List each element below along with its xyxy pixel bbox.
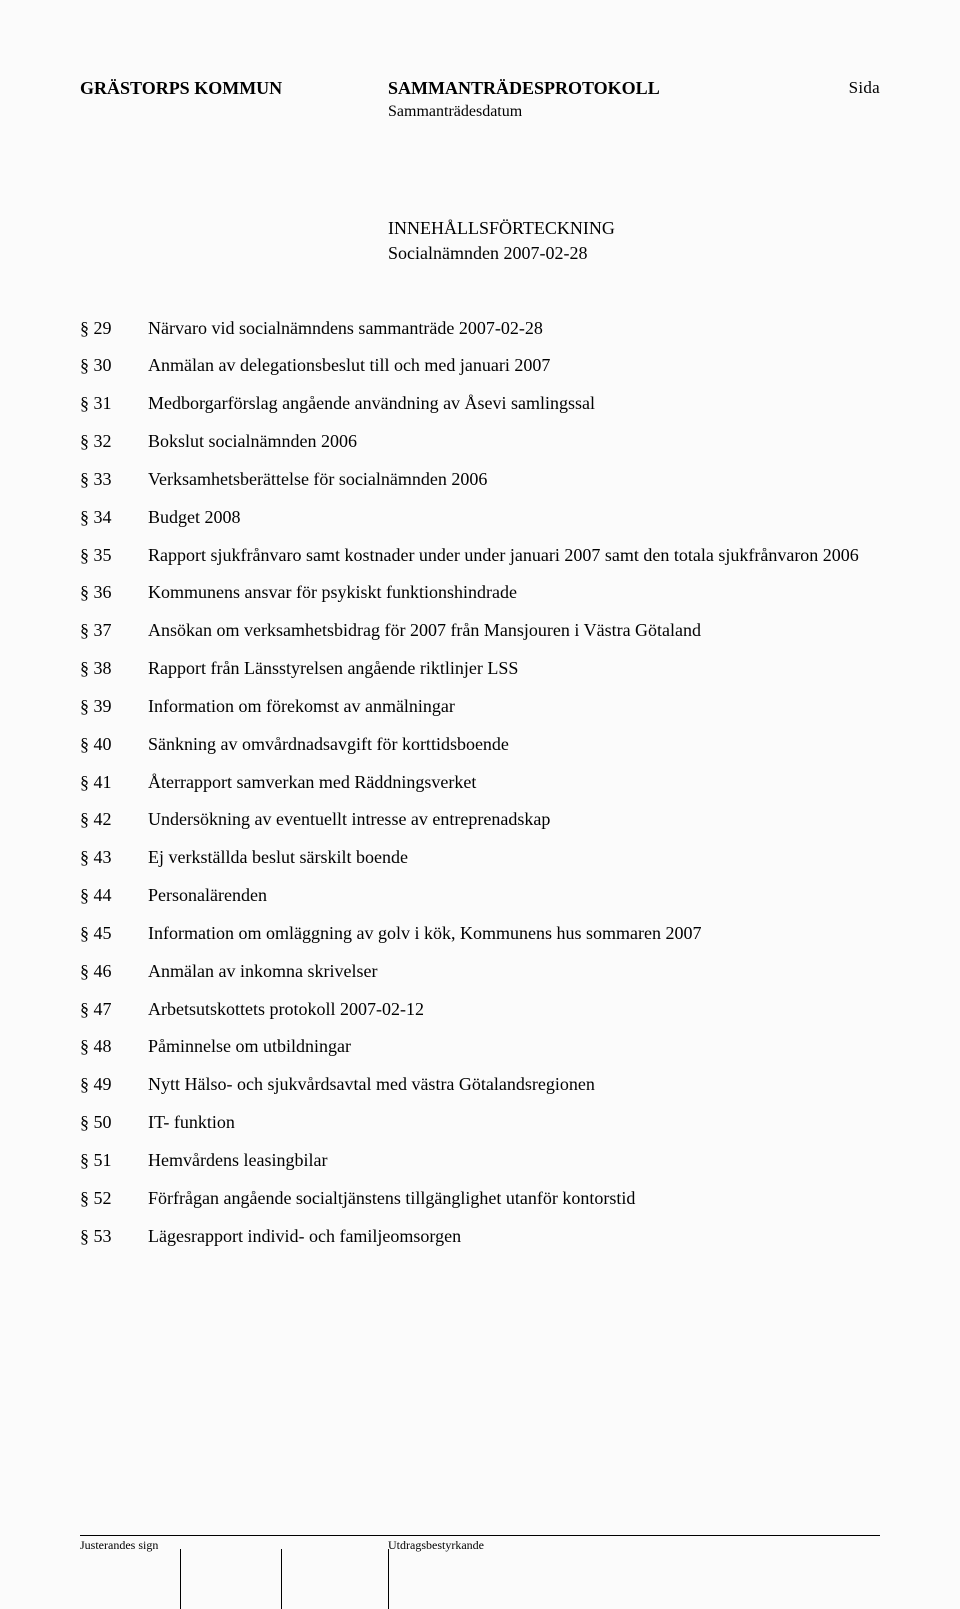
toc-item: § 46Anmälan av inkomna skrivelser: [80, 959, 880, 984]
toc-item: § 47Arbetsutskottets protokoll 2007-02-1…: [80, 997, 880, 1022]
toc-item: § 32Bokslut socialnämnden 2006: [80, 429, 880, 454]
footer-vline: [388, 1549, 389, 1609]
toc-item: § 48Påminnelse om utbildningar: [80, 1034, 880, 1059]
item-number: § 42: [80, 807, 148, 832]
item-text: Bokslut socialnämnden 2006: [148, 429, 880, 454]
header-center: SAMMANTRÄDESPROTOKOLL Sammanträdesdatum: [388, 78, 849, 121]
toc-item: § 52Förfrågan angående socialtjänstens t…: [80, 1186, 880, 1211]
item-text: Påminnelse om utbildningar: [148, 1034, 880, 1059]
item-number: § 48: [80, 1034, 148, 1059]
item-number: § 41: [80, 770, 148, 795]
item-text: Återrapport samverkan med Räddningsverke…: [148, 770, 880, 795]
item-text: Ej verkställda beslut särskilt boende: [148, 845, 880, 870]
toc-item: § 33Verksamhetsberättelse för socialnämn…: [80, 467, 880, 492]
toc-item: § 34Budget 2008: [80, 505, 880, 530]
toc-item: § 53Lägesrapport individ- och familjeoms…: [80, 1224, 880, 1249]
item-number: § 37: [80, 618, 148, 643]
item-text: Anmälan av inkomna skrivelser: [148, 959, 880, 984]
header-org: GRÄSTORPS KOMMUN: [80, 78, 388, 99]
item-text: Ansökan om verksamhetsbidrag för 2007 fr…: [148, 618, 880, 643]
toc-item: § 36Kommunens ansvar för psykiskt funkti…: [80, 580, 880, 605]
item-text: Anmälan av delegationsbeslut till och me…: [148, 353, 880, 378]
item-number: § 43: [80, 845, 148, 870]
toc-item: § 38Rapport från Länsstyrelsen angående …: [80, 656, 880, 681]
page-header: GRÄSTORPS KOMMUN SAMMANTRÄDESPROTOKOLL S…: [80, 78, 880, 121]
toc-item: § 44Personalärenden: [80, 883, 880, 908]
toc-item: § 39Information om förekomst av anmälnin…: [80, 694, 880, 719]
item-text: Lägesrapport individ- och familjeomsorge…: [148, 1224, 880, 1249]
item-text: Verksamhetsberättelse för socialnämnden …: [148, 467, 880, 492]
toc-item: § 31Medborgarförslag angående användning…: [80, 391, 880, 416]
item-number: § 40: [80, 732, 148, 757]
header-title: SAMMANTRÄDESPROTOKOLL: [388, 78, 849, 99]
toc-item: § 42Undersökning av eventuellt intresse …: [80, 807, 880, 832]
toc-item: § 49Nytt Hälso- och sjukvårdsavtal med v…: [80, 1072, 880, 1097]
item-text: Personalärenden: [148, 883, 880, 908]
item-number: § 29: [80, 316, 148, 341]
toc-item: § 41Återrapport samverkan med Räddningsv…: [80, 770, 880, 795]
item-number: § 53: [80, 1224, 148, 1249]
item-number: § 51: [80, 1148, 148, 1173]
item-number: § 50: [80, 1110, 148, 1135]
item-text: IT- funktion: [148, 1110, 880, 1135]
item-text: Rapport från Länsstyrelsen angående rikt…: [148, 656, 880, 681]
toc-item: § 43Ej verkställda beslut särskilt boend…: [80, 845, 880, 870]
toc-item: § 29Närvaro vid socialnämndens sammanträ…: [80, 316, 880, 341]
item-text: Hemvårdens leasingbilar: [148, 1148, 880, 1173]
item-text: Kommunens ansvar för psykiskt funktionsh…: [148, 580, 880, 605]
toc-item: § 35Rapport sjukfrånvaro samt kostnader …: [80, 543, 880, 568]
item-number: § 35: [80, 543, 148, 568]
page-footer: Justerandes sign Utdragsbestyrkande: [80, 1535, 880, 1553]
item-text: Undersökning av eventuellt intresse av e…: [148, 807, 880, 832]
item-number: § 44: [80, 883, 148, 908]
page: GRÄSTORPS KOMMUN SAMMANTRÄDESPROTOKOLL S…: [0, 0, 960, 1601]
item-text: Information om omläggning av golv i kök,…: [148, 921, 880, 946]
item-text: Arbetsutskottets protokoll 2007-02-12: [148, 997, 880, 1022]
toc-subtitle: Socialnämnden 2007-02-28: [388, 241, 880, 266]
item-text: Nytt Hälso- och sjukvårdsavtal med västr…: [148, 1072, 880, 1097]
toc-item: § 30Anmälan av delegationsbeslut till oc…: [80, 353, 880, 378]
toc-item: § 51Hemvårdens leasingbilar: [80, 1148, 880, 1173]
footer-sign-grid: [80, 1549, 389, 1609]
toc-item: § 45Information om omläggning av golv i …: [80, 921, 880, 946]
footer-rule: [80, 1535, 880, 1536]
item-number: § 38: [80, 656, 148, 681]
item-text: Medborgarförslag angående användning av …: [148, 391, 880, 416]
footer-vline: [281, 1549, 282, 1609]
header-subtitle: Sammanträdesdatum: [388, 103, 849, 121]
item-text: Budget 2008: [148, 505, 880, 530]
footer-vline: [180, 1549, 181, 1609]
item-text: Sänkning av omvårdnadsavgift för korttid…: [148, 732, 880, 757]
item-number: § 32: [80, 429, 148, 454]
item-text: Förfrågan angående socialtjänstens tillg…: [148, 1186, 880, 1211]
toc-title: INNEHÅLLSFÖRTECKNING: [388, 216, 880, 241]
item-number: § 31: [80, 391, 148, 416]
item-number: § 47: [80, 997, 148, 1022]
item-text: Information om förekomst av anmälningar: [148, 694, 880, 719]
item-text: Närvaro vid socialnämndens sammanträde 2…: [148, 316, 880, 341]
toc-item: § 40Sänkning av omvårdnadsavgift för kor…: [80, 732, 880, 757]
toc-heading-block: INNEHÅLLSFÖRTECKNING Socialnämnden 2007-…: [388, 216, 880, 266]
item-number: § 46: [80, 959, 148, 984]
item-number: § 33: [80, 467, 148, 492]
item-number: § 36: [80, 580, 148, 605]
footer-right-label: Utdragsbestyrkande: [388, 1538, 484, 1553]
item-number: § 49: [80, 1072, 148, 1097]
toc-item: § 50IT- funktion: [80, 1110, 880, 1135]
item-number: § 34: [80, 505, 148, 530]
toc-items: § 29Närvaro vid socialnämndens sammanträ…: [80, 316, 880, 1249]
toc-item: § 37Ansökan om verksamhetsbidrag för 200…: [80, 618, 880, 643]
item-number: § 39: [80, 694, 148, 719]
header-page-label: Sida: [849, 78, 880, 98]
item-text: Rapport sjukfrånvaro samt kostnader unde…: [148, 543, 880, 568]
item-number: § 30: [80, 353, 148, 378]
item-number: § 45: [80, 921, 148, 946]
item-number: § 52: [80, 1186, 148, 1211]
